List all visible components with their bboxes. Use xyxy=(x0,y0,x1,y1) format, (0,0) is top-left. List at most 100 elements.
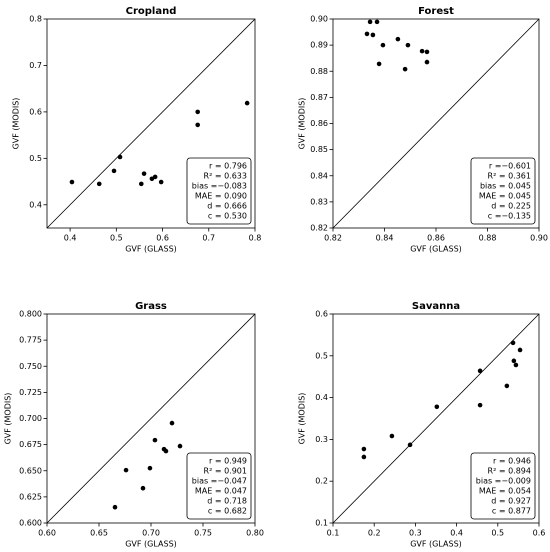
y-axis-label: GVF (MODIS) xyxy=(4,393,13,445)
stats-box xyxy=(470,157,536,225)
x-tick-label: 0.7 xyxy=(202,234,215,243)
plot-frame xyxy=(46,313,256,524)
panel-title: Cropland xyxy=(126,6,177,17)
y-tick-label: 0.675 xyxy=(19,440,42,449)
y-tick-label: 0.650 xyxy=(19,466,42,475)
stats-line: d = 0.718 xyxy=(207,497,247,506)
x-tick-label: 0.82 xyxy=(324,234,342,243)
stats-line: d = 0.666 xyxy=(207,202,247,211)
stats-line: c = 0.530 xyxy=(208,212,247,221)
y-tick-label: 0.3 xyxy=(315,435,328,444)
point xyxy=(112,504,118,510)
point xyxy=(169,420,175,426)
x-tick-label: 0.4 xyxy=(450,529,463,538)
y-tick-label: 0.6 xyxy=(315,310,328,319)
point xyxy=(434,404,440,410)
x-tick-label: 0.90 xyxy=(530,234,548,243)
stats-box xyxy=(186,157,252,225)
y-tick-label: 0.89 xyxy=(310,41,328,50)
x-tick-label: 0.88 xyxy=(479,234,497,243)
point xyxy=(424,59,430,65)
point xyxy=(376,61,382,67)
y-tick-label: 0.87 xyxy=(310,93,328,102)
stats-line: d = 0.225 xyxy=(491,202,531,211)
x-tick-label: 0.1 xyxy=(327,529,340,538)
point xyxy=(374,19,380,25)
y-tick-label: 0.5 xyxy=(315,351,328,360)
y-tick-label: 0.90 xyxy=(310,15,328,24)
x-tick-label: 0.65 xyxy=(90,529,108,538)
stats-line: c = 0.682 xyxy=(208,507,247,516)
point xyxy=(405,42,411,48)
point xyxy=(123,467,129,473)
y-tick-label: 0.4 xyxy=(29,200,42,209)
stats-line: d = 0.927 xyxy=(491,497,531,506)
one-to-one-line xyxy=(46,313,256,524)
stats-line: MAE = 0.054 xyxy=(479,487,531,496)
point xyxy=(195,109,200,115)
x-tick-label: 0.84 xyxy=(376,234,394,243)
point xyxy=(517,347,523,353)
x-tick-label: 0.86 xyxy=(427,234,445,243)
stats-line: MAE = 0.047 xyxy=(195,487,247,496)
stats-line: r = 0.946 xyxy=(493,457,531,466)
y-tick-label: 0.600 xyxy=(19,519,42,528)
x-tick-label: 0.5 xyxy=(110,234,123,243)
stats-line: bias = 0.045 xyxy=(480,182,531,191)
point xyxy=(96,181,102,187)
x-tick-label: 0.70 xyxy=(142,529,160,538)
stats-line: R² = 0.901 xyxy=(204,467,247,476)
point xyxy=(152,437,158,443)
y-axis-label: GVF (MODIS) xyxy=(298,98,307,150)
point xyxy=(364,31,370,37)
y-tick-label: 0.1 xyxy=(315,519,328,528)
stats-box xyxy=(470,452,536,520)
y-tick-label: 0.4 xyxy=(315,393,328,402)
y-axis-label: GVF (MODIS) xyxy=(12,98,21,150)
point xyxy=(389,433,395,439)
y-tick-label: 0.5 xyxy=(29,154,42,163)
stats-line: bias =−0.009 xyxy=(476,477,531,486)
y-tick-label: 0.88 xyxy=(310,67,328,76)
stats-line: r = 0.949 xyxy=(209,457,247,466)
y-tick-label: 0.750 xyxy=(19,362,42,371)
y-tick-label: 0.86 xyxy=(310,119,328,128)
y-tick-label: 0.800 xyxy=(19,310,42,319)
panel-title: Forest xyxy=(418,6,454,17)
point xyxy=(407,442,413,448)
y-tick-label: 0.775 xyxy=(19,336,42,345)
y-tick-label: 0.85 xyxy=(310,145,328,154)
point xyxy=(361,454,367,460)
x-tick-label: 0.60 xyxy=(38,529,56,538)
point xyxy=(367,19,373,25)
stats-box xyxy=(186,452,252,520)
point xyxy=(195,122,200,128)
y-tick-label: 0.725 xyxy=(19,388,42,397)
x-axis-label: GVF (GLASS) xyxy=(125,540,177,549)
panel-title: Grass xyxy=(135,301,167,312)
y-tick-label: 0.84 xyxy=(310,171,328,180)
point xyxy=(477,368,483,374)
x-tick-label: 0.5 xyxy=(491,529,504,538)
point xyxy=(138,181,144,187)
point xyxy=(361,446,367,452)
y-tick-label: 0.7 xyxy=(29,61,42,70)
point xyxy=(510,340,516,346)
stats-line: R² = 0.361 xyxy=(488,172,531,181)
x-tick-label: 0.6 xyxy=(533,529,546,538)
point xyxy=(141,171,147,176)
point xyxy=(504,383,510,389)
point xyxy=(158,179,164,185)
point xyxy=(477,402,483,408)
point xyxy=(513,362,519,368)
y-axis-label: GVF (MODIS) xyxy=(298,393,307,445)
point xyxy=(419,48,425,54)
y-tick-label: 0.83 xyxy=(310,197,328,206)
x-tick-label: 0.75 xyxy=(194,529,212,538)
point xyxy=(402,66,408,72)
point xyxy=(152,174,158,180)
stats-line: MAE = 0.045 xyxy=(479,192,531,201)
point xyxy=(177,443,183,449)
one-to-one-line xyxy=(332,18,540,229)
